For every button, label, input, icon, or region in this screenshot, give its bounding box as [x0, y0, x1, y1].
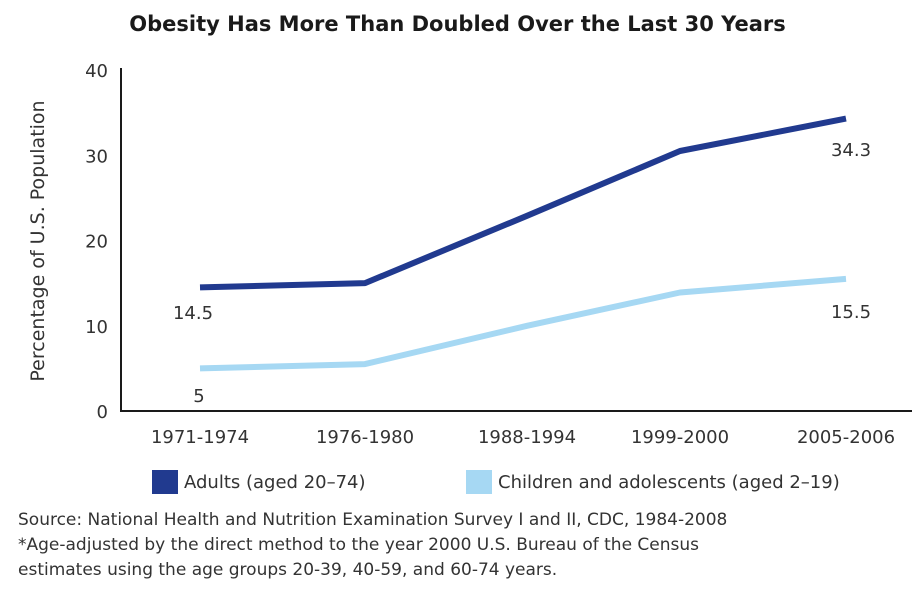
y-tick-label: 40: [85, 61, 108, 82]
x-tick-label: 1976-1980: [316, 427, 414, 448]
source-footnote: Source: National Health and Nutrition Ex…: [18, 508, 908, 583]
legend: Adults (aged 20–74) Children and adolesc…: [0, 470, 915, 500]
y-tick-label: 0: [97, 402, 108, 423]
x-tick-label: 1999-2000: [631, 427, 729, 448]
series-line-children: [199, 275, 847, 372]
y-axis-label: Percentage of U.S. Population: [27, 100, 49, 381]
y-tick-label: 30: [85, 146, 108, 167]
legend-swatch-children: [466, 470, 492, 494]
line-chart: Percentage of U.S. Population 010203040 …: [27, 61, 912, 448]
x-tick-label: 1988-1994: [478, 427, 576, 448]
data-label-adults-first: 14.5: [173, 303, 213, 324]
footnote-age-adjusted-line: *Age-adjusted by the direct method to th…: [18, 535, 700, 555]
footnote-source-line: Source: National Health and Nutrition Ex…: [18, 510, 728, 530]
y-tick-label: 10: [85, 317, 108, 338]
data-label-adults-last: 34.3: [831, 140, 871, 161]
footnote-age-groups-line: estimates using the age groups 20-39, 40…: [18, 560, 558, 580]
legend-item-adults: Adults (aged 20–74): [152, 470, 366, 494]
x-tick-label: 1971-1974: [151, 427, 249, 448]
legend-label-children: Children and adolescents (aged 2–19): [498, 471, 840, 493]
legend-label-adults: Adults (aged 20–74): [184, 471, 366, 493]
data-label-children-first: 5: [193, 386, 204, 407]
chart-title: Obesity Has More Than Doubled Over the L…: [129, 12, 786, 36]
series-line-adults: [199, 115, 847, 291]
x-tick-label: 2005-2006: [797, 427, 895, 448]
legend-item-children: Children and adolescents (aged 2–19): [466, 470, 840, 494]
legend-swatch-adults: [152, 470, 178, 494]
data-label-children-last: 15.5: [831, 302, 871, 323]
y-tick-label: 20: [85, 232, 108, 253]
